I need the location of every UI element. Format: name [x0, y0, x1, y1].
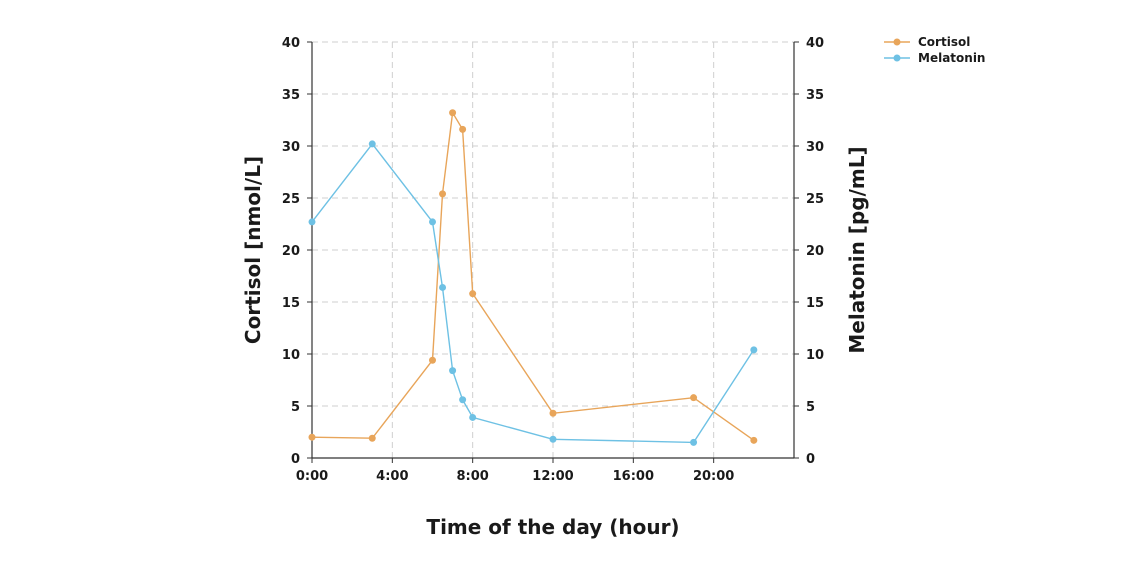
melatonin-point — [690, 438, 698, 446]
melatonin-point — [439, 283, 447, 291]
x-axis-title: Time of the day (hour) — [426, 515, 679, 539]
cortisol-point — [690, 394, 698, 402]
cortisol-point — [549, 409, 557, 417]
x-tick-label: 0:00 — [296, 469, 328, 484]
y-left-tick-label: 10 — [282, 348, 300, 363]
y-right-tick-label: 25 — [806, 192, 824, 207]
y-left-tick-label: 35 — [282, 88, 300, 103]
y-right-tick-label: 30 — [806, 140, 824, 155]
cortisol-legend-marker — [893, 38, 901, 46]
legend: Cortisol Melatonin — [884, 35, 985, 65]
cortisol-series-line — [311, 110, 755, 441]
y-left-tick-label: 25 — [282, 192, 300, 207]
x-tick-label: 16:00 — [613, 469, 654, 484]
melatonin-point — [750, 346, 758, 354]
y-right-tick-label: 20 — [806, 244, 824, 259]
y-right-tick-label: 10 — [806, 348, 824, 363]
y-right-tick-label: 40 — [806, 36, 824, 51]
cortisol-point — [429, 356, 436, 364]
x-tick-label: 12:00 — [532, 469, 573, 484]
y-left-tick-label: 15 — [282, 296, 300, 311]
x-tick-label: 4:00 — [376, 469, 408, 484]
axes — [311, 42, 795, 459]
melatonin-legend-label: Melatonin — [918, 51, 985, 65]
x-tick-label: 8:00 — [456, 469, 488, 484]
y-axis-left-title: Cortisol [nmol/L] — [241, 156, 265, 344]
y-left-tick-label: 0 — [291, 452, 300, 467]
cortisol-point — [750, 436, 758, 444]
y-left-tick-label: 20 — [282, 244, 300, 259]
cortisol-point — [308, 433, 316, 441]
y-left-tick-label: 5 — [291, 400, 300, 415]
cortisol-point — [439, 190, 447, 198]
cortisol-point — [469, 290, 477, 298]
series — [308, 109, 758, 446]
y-left-tick-label: 40 — [282, 36, 300, 51]
cortisol-legend-label: Cortisol — [918, 35, 970, 49]
y-axis-right-title: Melatonin [pg/mL] — [845, 146, 869, 353]
y-right-tick-label: 35 — [806, 88, 824, 103]
melatonin-point — [308, 218, 316, 226]
melatonin-point — [469, 413, 477, 421]
tick-labels: 0 0 5 5 10 10 15 15 20 20 25 25 30 30 35 35 40 40 0:00 4:00… — [282, 36, 824, 484]
melatonin-point — [459, 396, 467, 404]
melatonin-series-line — [311, 142, 755, 444]
melatonin-legend-marker — [893, 54, 901, 62]
grid — [307, 41, 799, 463]
melatonin-point — [449, 367, 457, 375]
y-left-tick-label: 30 — [282, 140, 300, 155]
cortisol-point — [449, 109, 457, 117]
melatonin-point — [368, 140, 376, 148]
melatonin-point — [549, 435, 557, 443]
melatonin-point — [429, 218, 436, 226]
y-right-tick-label: 5 — [806, 400, 815, 415]
y-right-tick-label: 15 — [806, 296, 824, 311]
cortisol-point — [459, 125, 467, 133]
x-tick-label: 20:00 — [693, 469, 734, 484]
cortisol-point — [368, 434, 376, 442]
y-right-tick-label: 0 — [806, 452, 815, 467]
